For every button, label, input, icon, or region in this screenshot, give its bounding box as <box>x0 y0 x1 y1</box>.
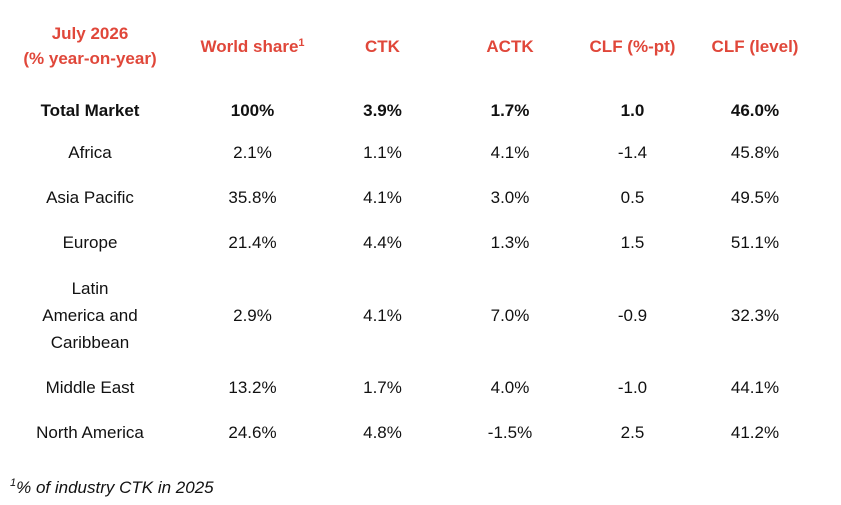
clf-level-value: 44.1% <box>730 378 780 397</box>
clf-level-value: 41.2% <box>730 423 780 442</box>
region-name: Total Market <box>40 100 140 120</box>
world-share-value: 2.9% <box>233 305 272 325</box>
region-name-line3: Caribbean <box>50 332 130 352</box>
actk-value: 4.0% <box>490 378 530 397</box>
region-name: Africa <box>68 143 112 162</box>
region-name: Asia Pacific <box>46 188 134 207</box>
clf-pt-value: 1.5 <box>620 233 645 252</box>
header-ctk: CTK <box>365 36 400 56</box>
footnote-marker: 1 <box>10 477 17 489</box>
ctk-value: 4.8% <box>363 423 402 442</box>
table-header-row: July 2026 (% year-on-year) World share1 … <box>0 0 841 92</box>
clf-level-value: 46.0% <box>730 100 780 120</box>
header-world-share-label: World share <box>200 36 299 56</box>
clf-level-value: 49.5% <box>730 188 780 207</box>
clf-level-value: 51.1% <box>730 233 780 252</box>
clf-pt-value: -1.0 <box>617 378 648 397</box>
header-world-share-footnote-marker: 1 <box>298 36 305 49</box>
table-row-latin-america-caribbean: Latin America and Caribbean 2.9% 4.1% 7.… <box>0 265 841 365</box>
actk-value: 4.1% <box>490 143 530 162</box>
actk-value: 3.0% <box>490 188 530 207</box>
region-name: Middle East <box>45 378 135 397</box>
clf-pt-value: 0.5 <box>620 188 645 207</box>
clf-pt-value: -0.9 <box>617 305 648 325</box>
table-row-middle-east: Middle East 13.2% 1.7% 4.0% -1.0 44.1% <box>0 365 841 410</box>
cargo-market-table: July 2026 (% year-on-year) World share1 … <box>0 0 841 455</box>
region-name-line2: America and <box>42 305 138 325</box>
footnote: 1% of industry CTK in 2025 <box>10 478 214 498</box>
ctk-value: 4.4% <box>363 233 402 252</box>
world-share-value: 24.6% <box>228 423 277 442</box>
ctk-value: 1.1% <box>363 143 402 162</box>
header-actk: ACTK <box>486 36 534 56</box>
table-row-total: Total Market 100% 3.9% 1.7% 1.0 46.0% <box>0 90 841 130</box>
header-clf-level: CLF (level) <box>711 36 799 56</box>
world-share-value: 21.4% <box>228 233 277 252</box>
ctk-value: 3.9% <box>363 100 402 120</box>
header-world-share: World share1 <box>180 34 325 59</box>
world-share-value: 2.1% <box>233 143 272 162</box>
world-share-value: 13.2% <box>228 378 277 397</box>
ctk-value: 1.7% <box>363 378 402 397</box>
clf-level-value: 32.3% <box>730 305 780 325</box>
table-row-europe: Europe 21.4% 4.4% 1.3% 1.5 51.1% <box>0 220 841 265</box>
header-clf-pt: CLF (%-pt) <box>589 36 676 56</box>
footnote-text: % of industry CTK in 2025 <box>16 478 214 497</box>
region-name: Latin America and Caribbean <box>0 275 180 356</box>
actk-value: 1.7% <box>490 100 530 120</box>
region-name: North America <box>36 423 144 442</box>
table-row-africa: Africa 2.1% 1.1% 4.1% -1.4 45.8% <box>0 130 841 175</box>
header-period: July 2026 (% year-on-year) <box>0 21 180 71</box>
region-name: Europe <box>62 233 118 252</box>
header-period-line2: (% year-on-year) <box>23 49 157 68</box>
world-share-value: 100% <box>230 100 275 120</box>
region-name-line1: Latin <box>71 278 109 298</box>
header-period-line1: July 2026 <box>51 24 129 43</box>
table-row-asia-pacific: Asia Pacific 35.8% 4.1% 3.0% 0.5 49.5% <box>0 175 841 220</box>
clf-level-value: 45.8% <box>730 143 780 162</box>
clf-pt-value: -1.4 <box>617 143 648 162</box>
actk-value: 7.0% <box>490 305 530 325</box>
ctk-value: 4.1% <box>363 188 402 207</box>
ctk-value: 4.1% <box>363 305 402 325</box>
clf-pt-value: 1.0 <box>620 100 645 120</box>
world-share-value: 35.8% <box>228 188 277 207</box>
clf-pt-value: 2.5 <box>620 423 645 442</box>
actk-value: 1.3% <box>490 233 530 252</box>
actk-value: -1.5% <box>487 423 533 442</box>
table-row-north-america: North America 24.6% 4.8% -1.5% 2.5 41.2% <box>0 410 841 455</box>
